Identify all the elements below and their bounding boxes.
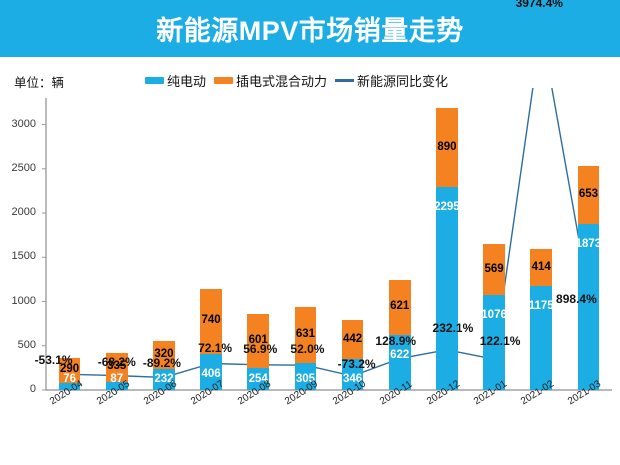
bar-value-label-bev: 622 xyxy=(390,348,410,361)
yoy-percent-label: -73.2% xyxy=(337,356,376,371)
bar-value-label-bev: 76 xyxy=(63,373,76,385)
yoy-percent-label: 52.0% xyxy=(290,342,325,357)
bar-segment-bev[interactable] xyxy=(483,294,505,390)
yoy-percent-label: 128.9% xyxy=(375,333,417,348)
legend-label-yoy: 新能源同比变化 xyxy=(357,74,449,89)
yoy-percent-label: 898.4% xyxy=(556,291,597,306)
legend-item-bev[interactable]: 纯电动 xyxy=(145,71,206,90)
bar-value-label-phev: 442 xyxy=(342,332,363,345)
bar-segment-bev[interactable] xyxy=(58,383,81,390)
y-axis-tick-label: 1000 xyxy=(11,294,36,307)
bar-value-label-phev: 890 xyxy=(437,140,457,153)
bar-value-label-bev: 1175 xyxy=(528,300,554,313)
bar-segment-bev[interactable] xyxy=(436,186,458,390)
chart-plot-area: 0 500 1000 1500 2000 2500 3000 76 290 2020-04 87 33… xyxy=(0,0,620,428)
bar-segment-phev[interactable] xyxy=(200,288,222,355)
yoy-percent-label: 232.1% xyxy=(432,320,474,335)
legend-line-yoy xyxy=(335,79,355,82)
bar-value-label-bev: 346 xyxy=(342,373,363,385)
bar-value-label-phev: 601 xyxy=(248,333,268,346)
yoy-percent-label: -68.2% xyxy=(97,354,136,369)
legend-swatch-phev xyxy=(214,77,234,84)
chart-header-bar: 新能源MPV市场销量走势 xyxy=(0,0,620,57)
y-axis-tick-label: 3000 xyxy=(11,117,36,130)
bar-value-label-bev: 406 xyxy=(201,368,221,381)
bar-value-label-phev: 631 xyxy=(295,328,315,341)
bar-segment-phev[interactable] xyxy=(294,307,317,363)
yoy-percent-label: 72.1% xyxy=(198,340,233,355)
bar-value-label-phev: 335 xyxy=(107,360,127,373)
legend-swatch-bev xyxy=(145,77,164,84)
chart-legend: 纯电动 插电式混合动力 新能源同比变化 xyxy=(145,71,452,90)
bar-segment-phev[interactable] xyxy=(577,166,600,225)
bar-segment-phev[interactable] xyxy=(341,320,364,360)
legend-label-phev: 插电式混合动力 xyxy=(236,74,328,89)
legend-label-bev: 纯电动 xyxy=(167,74,207,89)
bar-value-label-bev: 305 xyxy=(295,373,315,385)
yoy-percent-label: 122.1% xyxy=(479,334,521,349)
bar-segment-phev[interactable] xyxy=(153,341,175,370)
bar-segment-bev[interactable] xyxy=(294,363,317,390)
bar-segment-phev[interactable] xyxy=(247,314,270,368)
bar-value-label-bev: 1873 xyxy=(575,238,602,251)
y-axis-tick-label: 1500 xyxy=(11,250,36,263)
bar-value-label-bev: 2295 xyxy=(434,200,460,213)
page-title: 新能源MPV市场销量走势 xyxy=(156,16,464,46)
y-axis-tick-label: 2000 xyxy=(11,206,36,219)
bar-value-label-phev: 290 xyxy=(59,363,80,376)
bar-value-label-bev: 1076 xyxy=(481,308,507,321)
yoy-percent-label: -53.1% xyxy=(34,353,73,368)
bar-value-label-bev: 232 xyxy=(154,373,174,385)
bar-segment-bev[interactable] xyxy=(388,334,411,390)
bar-segment-phev[interactable] xyxy=(105,352,128,383)
bar-value-label-phev: 414 xyxy=(531,260,551,273)
yoy-percent-label: -89.2% xyxy=(142,356,181,371)
bar-value-label-bev: 87 xyxy=(110,373,124,385)
bar-segment-phev[interactable] xyxy=(436,108,458,187)
yoy-percent-label: 56.9% xyxy=(243,341,278,356)
bar-value-label-phev: 621 xyxy=(390,300,410,313)
bar-segment-bev[interactable] xyxy=(247,367,270,390)
bar-segment-bev[interactable] xyxy=(530,286,553,390)
yoy-percent-label: 3974.4% xyxy=(515,0,563,10)
bar-value-label-phev: 569 xyxy=(484,262,504,275)
y-axis-tick-label: 0 xyxy=(29,383,36,395)
bar-value-label-phev: 740 xyxy=(201,314,221,327)
y-axis-tick-label: 500 xyxy=(17,338,36,351)
bar-segment-bev[interactable] xyxy=(153,369,175,390)
legend-item-phev[interactable]: 插电式混合动力 xyxy=(214,71,327,90)
bar-segment-bev[interactable] xyxy=(105,382,128,390)
bar-value-label-phev: 320 xyxy=(154,348,174,361)
bar-segment-bev[interactable] xyxy=(200,354,222,390)
bar-segment-bev[interactable] xyxy=(577,224,600,390)
bar-segment-phev[interactable] xyxy=(530,249,553,287)
bar-segment-phev[interactable] xyxy=(483,244,505,295)
legend-item-yoy[interactable]: 新能源同比变化 xyxy=(335,71,448,90)
bar-value-label-phev: 653 xyxy=(578,188,598,201)
y-axis-tick-label: 2500 xyxy=(11,161,36,174)
unit-note: 单位：辆 xyxy=(14,76,65,90)
bar-segment-phev[interactable] xyxy=(388,280,411,335)
bar-segment-bev[interactable] xyxy=(341,359,364,390)
bar-value-label-bev: 254 xyxy=(248,373,268,385)
bar-segment-phev[interactable] xyxy=(58,357,81,384)
